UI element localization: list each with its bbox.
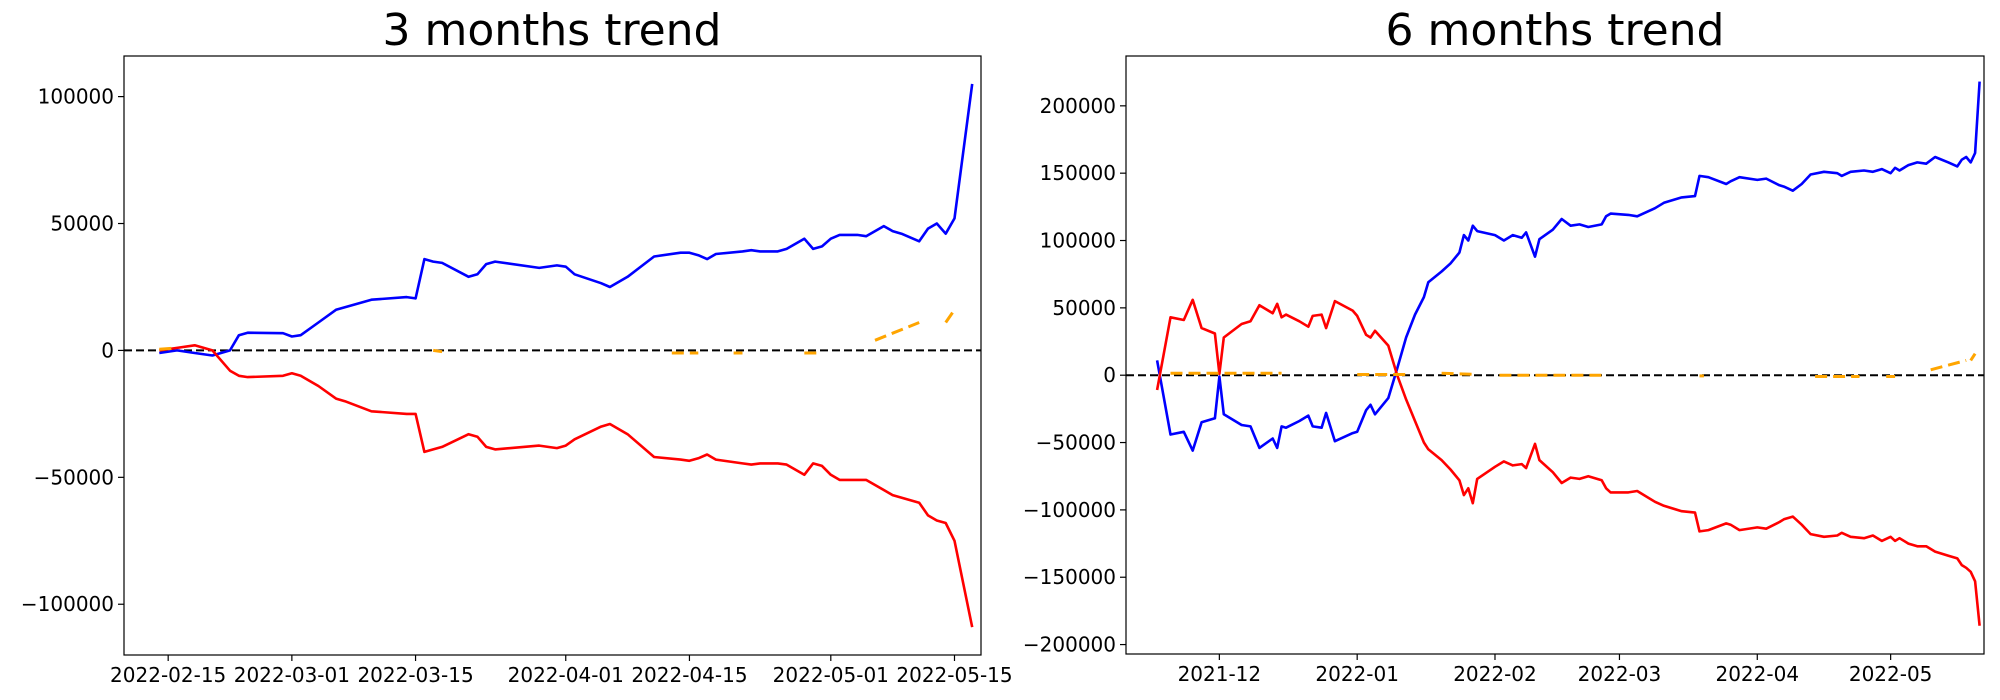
blue-series-line	[1155, 81, 1981, 452]
y-tick-label: −100000	[21, 592, 114, 616]
x-tick-label: 2022-02-15	[110, 663, 226, 687]
y-tick-label: −200000	[1023, 633, 1116, 657]
x-tick-label: 2022-04-01	[508, 663, 624, 687]
y-tick-label: 200000	[1040, 94, 1116, 118]
y-tick-label: 100000	[38, 85, 114, 109]
blue-series-line	[159, 83, 974, 357]
y-tick-label: −100000	[1023, 498, 1116, 522]
plot-frame	[123, 55, 982, 656]
x-tick-label: 2022-02	[1453, 662, 1537, 686]
orange-series-line	[1930, 358, 1967, 372]
plot-frame	[1125, 55, 1985, 655]
orange-series-line	[1441, 371, 1478, 376]
x-tick-label: 2022-03-01	[234, 663, 350, 687]
y-tick-label: 50000	[50, 212, 114, 236]
y-tick-label: 0	[1103, 363, 1116, 387]
y-tick-label: 0	[101, 338, 114, 362]
red-series-line	[159, 343, 974, 628]
y-tick-label: 100000	[1040, 229, 1116, 253]
orange-series-line	[944, 308, 956, 324]
orange-series-line	[159, 346, 178, 351]
panel-3-months: 3 months trend 100000 50000 0 −50000 −100000…	[21, 5, 1013, 687]
x-tick-label: 2022-03-15	[357, 663, 473, 687]
x-tick-label: 2022-05-15	[896, 663, 1012, 687]
orange-series-line	[1969, 352, 1977, 362]
orange-series-line	[432, 348, 443, 354]
y-tick-label: 50000	[1052, 296, 1116, 320]
x-tick-label: 2022-03	[1578, 662, 1662, 686]
x-tick-label: 2022-05-01	[773, 663, 889, 687]
y-tick-label: −50000	[1036, 431, 1116, 455]
x-tick-label: 2022-04	[1715, 662, 1799, 686]
x-tick-label: 2022-04-15	[631, 663, 747, 687]
y-tick-label: −150000	[1023, 565, 1116, 589]
red-series-line	[1155, 298, 1981, 626]
y-tick-label: 150000	[1040, 161, 1116, 185]
panel-6-months: 6 months trend 200000 150000 100000 50000 0 −…	[1023, 5, 1985, 686]
y-tick-label: −50000	[34, 465, 114, 489]
panel-title: 6 months trend	[1386, 5, 1725, 56]
x-tick-label: 2022-01	[1315, 662, 1399, 686]
orange-series-line	[874, 321, 920, 342]
panel-title: 3 months trend	[383, 5, 722, 56]
x-tick-label: 2022-05	[1849, 662, 1933, 686]
x-tick-label: 2021-12	[1178, 662, 1262, 686]
